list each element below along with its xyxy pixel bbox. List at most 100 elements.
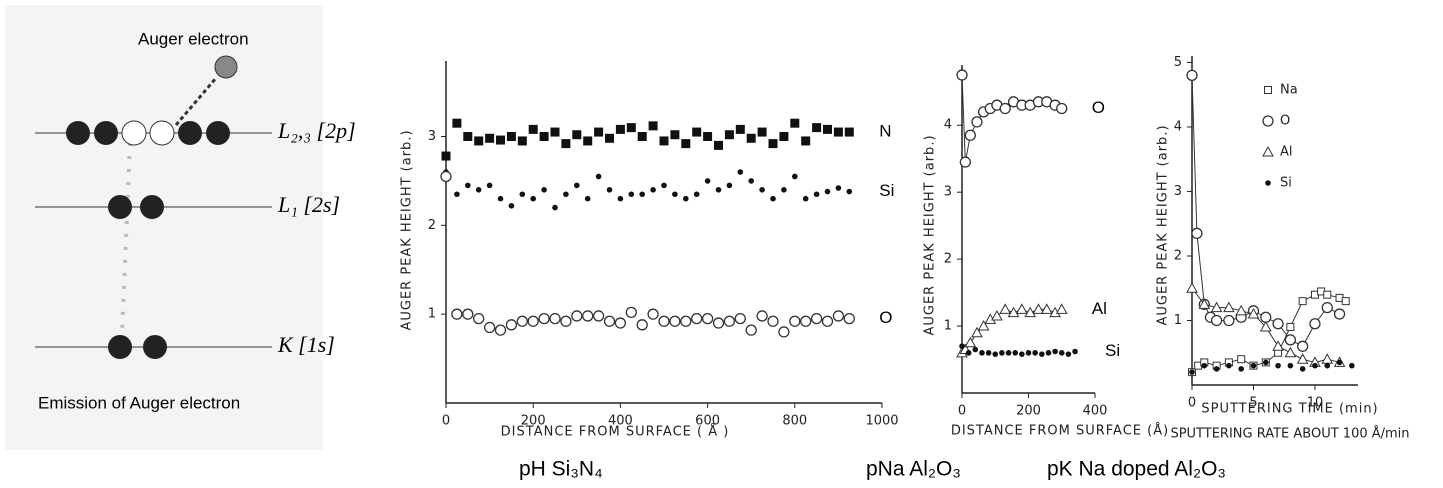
point <box>494 324 507 336</box>
y-tick-label: 1 <box>1174 313 1182 328</box>
x-axis-label: DISTANCE FROM SURFACE (Å) <box>951 423 1169 439</box>
point <box>454 191 460 198</box>
y-tick-label: 3 <box>944 185 952 200</box>
point <box>1250 362 1257 369</box>
point <box>1286 322 1295 331</box>
point <box>999 102 1011 115</box>
point <box>1349 362 1355 369</box>
point <box>723 315 736 327</box>
axis-note: SPUTTERING RATE ABOUT 100 Å/min <box>1170 426 1409 442</box>
point <box>979 350 985 356</box>
y-tick-label: 3 <box>1174 184 1182 199</box>
point <box>473 312 485 325</box>
x-tick-label: 0 <box>1188 396 1196 411</box>
y-tick-label: 1 <box>944 319 952 334</box>
point <box>1223 314 1235 327</box>
point <box>639 191 645 198</box>
point <box>452 118 462 128</box>
point <box>549 312 561 325</box>
legend-label: Si <box>1280 176 1292 191</box>
point <box>1055 303 1068 314</box>
point <box>778 326 790 338</box>
point <box>1321 353 1334 364</box>
point <box>1272 318 1284 330</box>
x-tick-label: 1000 <box>865 414 898 429</box>
x-tick-label: 0 <box>958 404 966 419</box>
point <box>614 317 627 329</box>
level-label: K [1s] <box>277 332 335 357</box>
point <box>606 187 613 193</box>
point <box>693 191 700 198</box>
hole <box>149 120 175 146</box>
x-tick-label: 400 <box>608 414 633 429</box>
point <box>959 156 971 168</box>
point <box>583 136 593 146</box>
point <box>1045 350 1052 356</box>
point <box>1238 366 1244 372</box>
y-axis-label: AUGER PEAK HEIGHT (arb.) <box>400 129 415 330</box>
point <box>1189 369 1195 375</box>
point <box>658 315 670 327</box>
point <box>759 187 765 193</box>
point <box>451 308 463 320</box>
point <box>692 127 702 137</box>
point <box>1298 297 1307 306</box>
point <box>726 182 733 189</box>
point <box>474 136 484 146</box>
point <box>485 133 495 143</box>
x-axis-label: DISTANCE FROM SURFACE ( Å ) <box>501 424 730 440</box>
point <box>561 139 571 149</box>
series-label: O <box>879 308 892 327</box>
point <box>977 320 990 331</box>
point <box>844 127 854 137</box>
point <box>832 310 845 322</box>
point <box>1191 227 1203 240</box>
point <box>715 187 722 193</box>
diagram-caption: Emission of Auger electron <box>38 393 240 412</box>
point <box>603 315 616 327</box>
point <box>1065 351 1072 357</box>
point <box>462 308 474 320</box>
point <box>465 182 471 189</box>
point <box>475 187 482 193</box>
point <box>497 195 504 202</box>
point <box>527 315 539 327</box>
point <box>1237 355 1246 364</box>
point <box>595 173 602 180</box>
series-label: N <box>879 122 891 141</box>
point <box>965 350 972 356</box>
y-tick-label: 2 <box>1174 248 1182 263</box>
point <box>1275 362 1281 369</box>
point <box>768 139 778 149</box>
point <box>714 140 723 150</box>
y-tick-label: 3 <box>428 129 436 144</box>
point <box>1052 348 1058 355</box>
point <box>691 312 703 325</box>
point <box>1309 318 1321 330</box>
point <box>1019 351 1025 357</box>
point <box>1284 334 1297 346</box>
y-tick-label: 5 <box>1174 55 1182 70</box>
point <box>964 336 977 348</box>
point <box>440 170 452 183</box>
electrons <box>66 121 230 359</box>
point <box>1262 145 1274 157</box>
point <box>972 346 979 353</box>
point <box>615 124 625 134</box>
point <box>571 310 583 322</box>
point <box>992 351 999 357</box>
point <box>1040 303 1053 314</box>
point <box>813 191 820 198</box>
point <box>792 173 798 180</box>
point <box>441 151 451 161</box>
point <box>971 116 983 128</box>
point <box>505 319 518 331</box>
point <box>1210 301 1223 313</box>
point <box>1223 301 1235 313</box>
point <box>516 315 528 327</box>
point <box>1262 115 1274 127</box>
point <box>985 350 992 356</box>
point <box>724 130 734 140</box>
point <box>1321 301 1333 314</box>
point <box>670 130 680 140</box>
